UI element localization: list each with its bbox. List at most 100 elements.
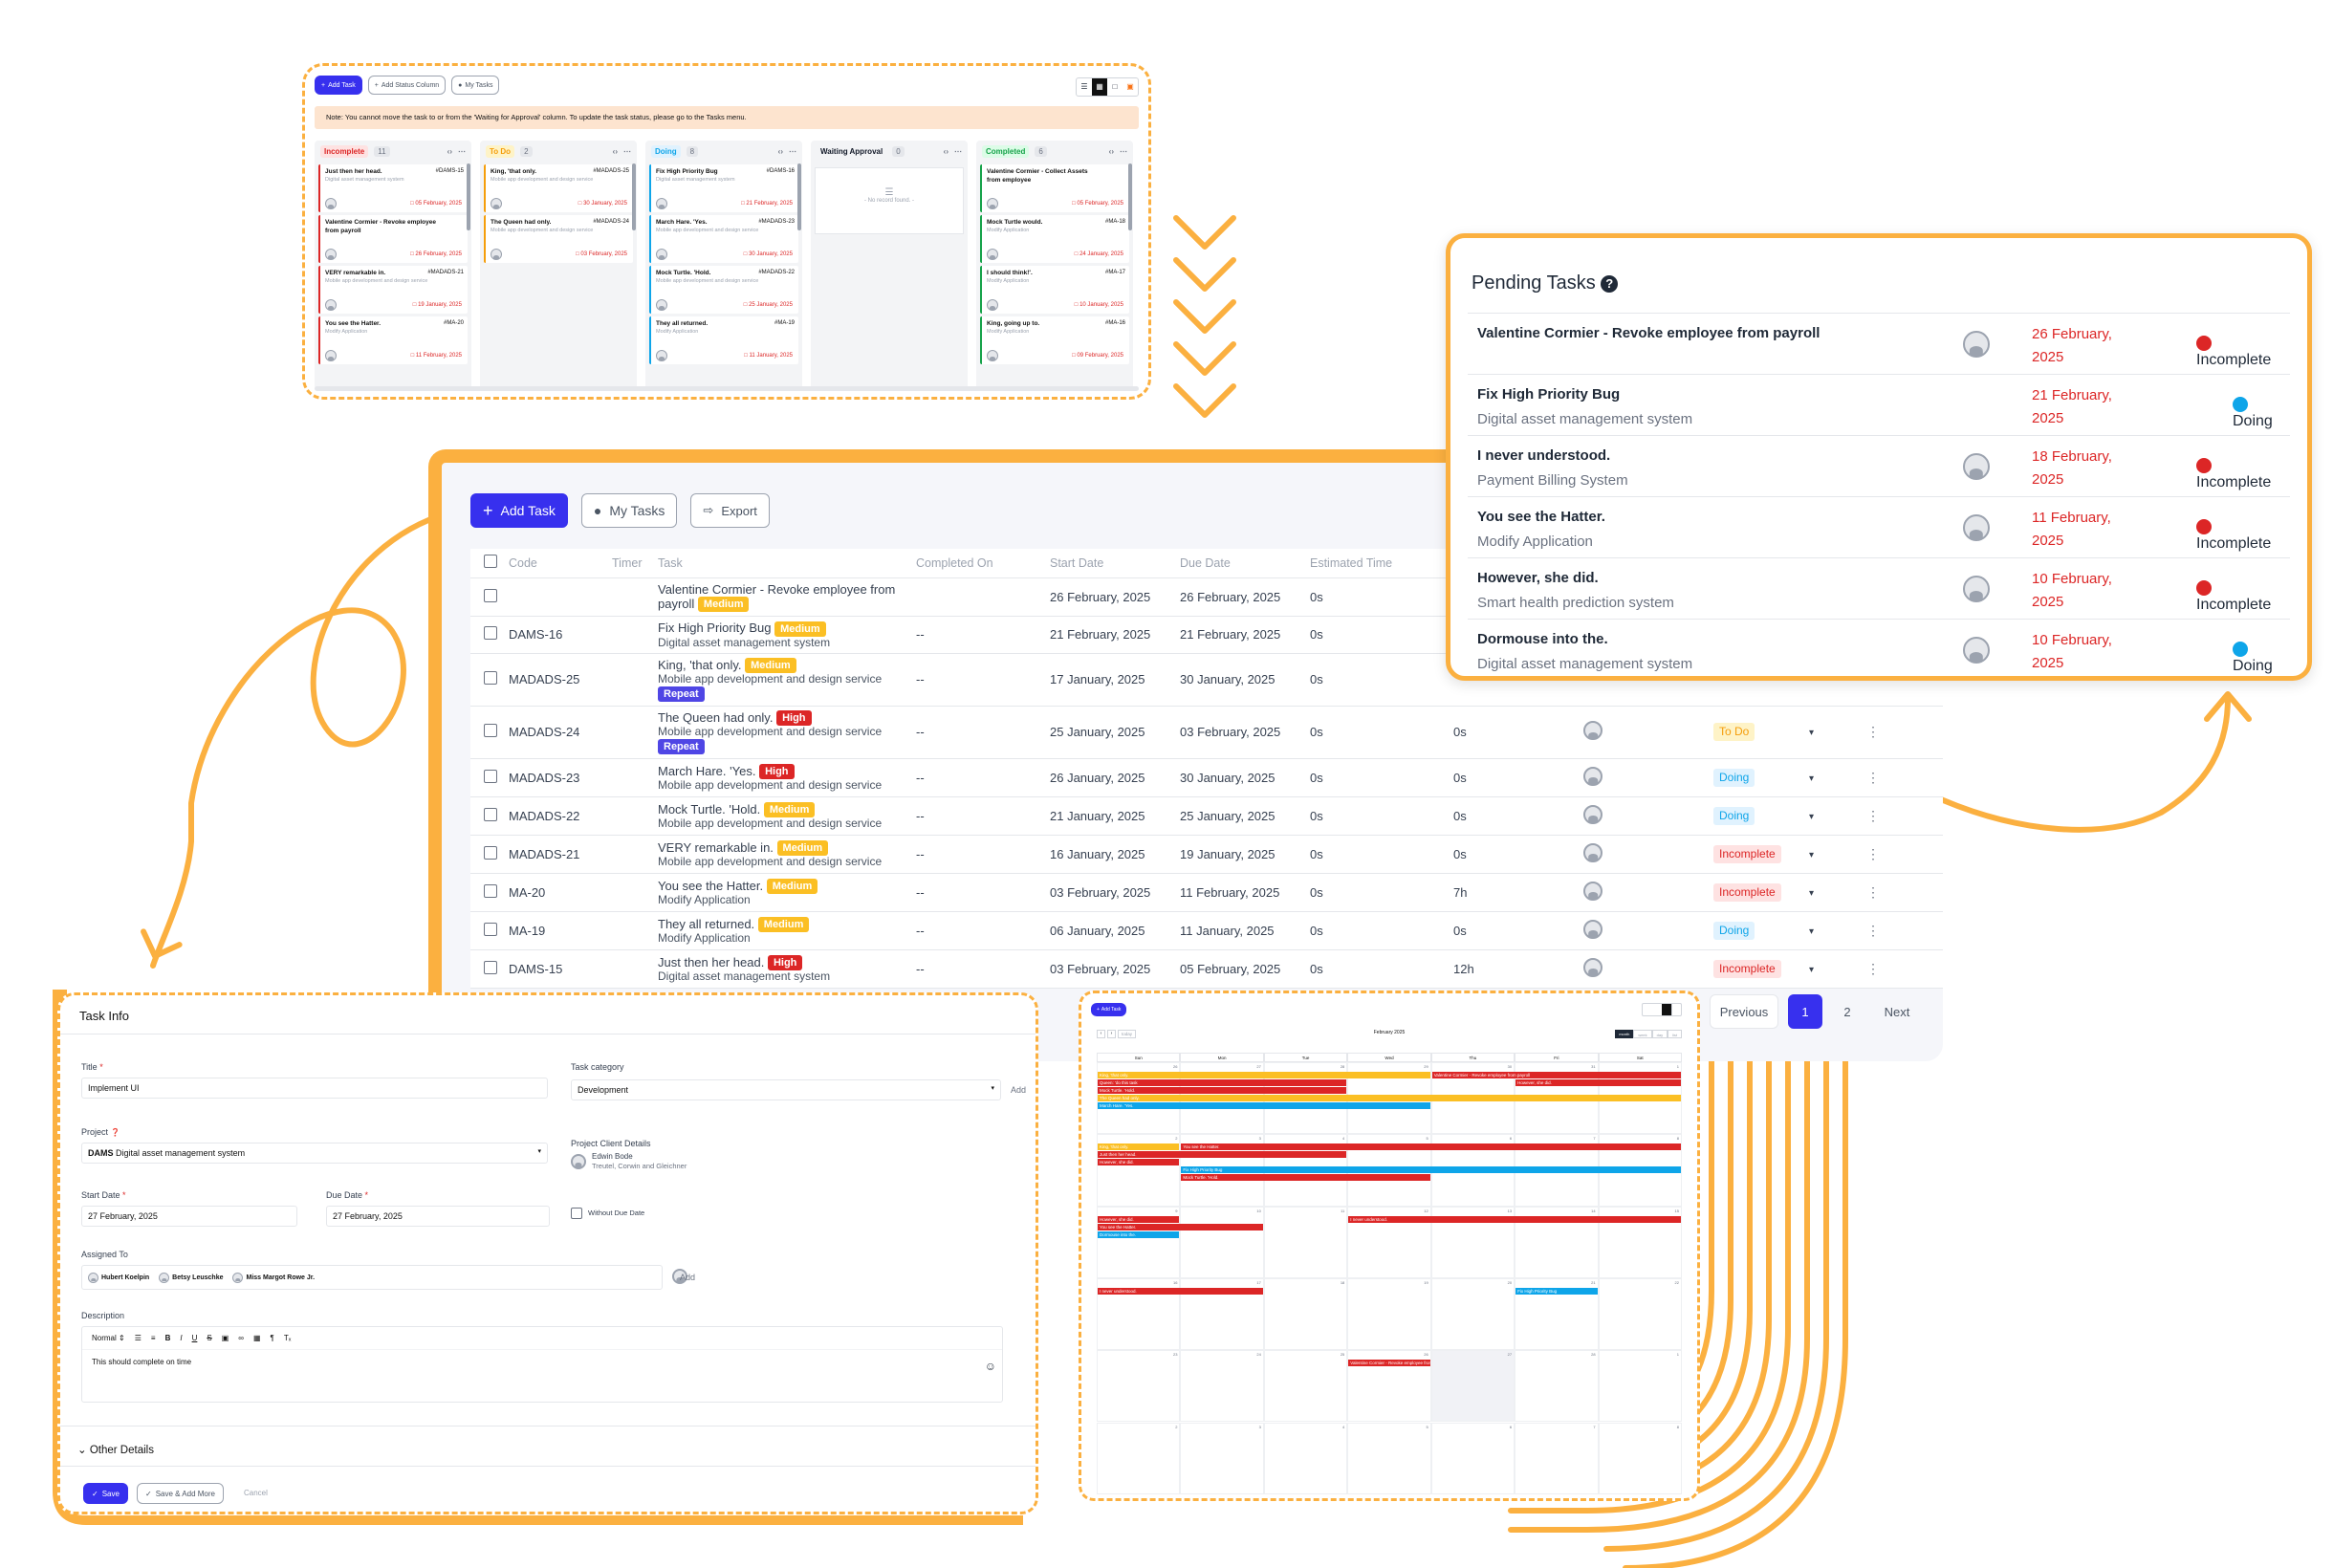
list-view-icon[interactable]	[1643, 1004, 1652, 1015]
row-actions-icon[interactable]: ⋮	[1866, 845, 1880, 861]
calendar-day-cell[interactable]: 19	[1347, 1277, 1431, 1351]
pagination-page-1[interactable]: 1	[1788, 994, 1822, 1029]
collapse-icon[interactable]: ‹›	[1108, 146, 1114, 156]
more-icon[interactable]: ⋯	[458, 146, 466, 156]
board-view-icon[interactable]	[1652, 1004, 1662, 1015]
calendar-event[interactable]: Valentine Cormier - Revoke employee from…	[1431, 1072, 1681, 1078]
assignee-chip[interactable]: Hubert Koelpin	[88, 1272, 149, 1283]
calendar-event[interactable]: March Hare. 'Yes.	[1098, 1102, 1430, 1109]
calendar-event[interactable]: However, she did.	[1098, 1215, 1180, 1223]
table-row[interactable]: MADADS-24 The Queen had only. High Mobil…	[470, 706, 1943, 759]
table-row[interactable]: MA-19 They all returned. Medium Modify A…	[470, 911, 1943, 950]
board-view-icon[interactable]: ▦	[1092, 78, 1107, 96]
day-view-button[interactable]: day	[1651, 1030, 1668, 1038]
list-view-icon[interactable]: ☰	[1080, 82, 1088, 91]
header-code[interactable]: Code	[505, 549, 612, 578]
calendar-day-cell[interactable]: 22	[1598, 1277, 1682, 1351]
help-icon[interactable]: ?	[1601, 274, 1619, 293]
row-actions-icon[interactable]: ⋮	[1866, 769, 1880, 785]
calendar-day-cell[interactable]: 7	[1515, 1422, 1599, 1494]
calendar-day-cell[interactable]: 1	[1598, 1350, 1682, 1423]
calendar-day-cell[interactable]: 2	[1097, 1422, 1181, 1494]
direction-icon[interactable]: ¶	[270, 1334, 274, 1342]
calendar-event[interactable]: Just then her head.	[1098, 1151, 1347, 1159]
calendar-day-cell[interactable]: 2	[1097, 1134, 1181, 1207]
status-dropdown-icon[interactable]: ▾	[1809, 887, 1815, 899]
more-icon[interactable]: ⋯	[1120, 146, 1127, 156]
row-actions-icon[interactable]: ⋮	[1866, 724, 1880, 740]
table-row[interactable]: MADADS-22 Mock Turtle. 'Hold. Medium Mob…	[470, 796, 1943, 836]
calendar-day-cell[interactable]: 5	[1347, 1422, 1431, 1494]
more-icon[interactable]: ⋯	[623, 146, 631, 156]
calendar-day-cell[interactable]: 14	[1515, 1206, 1599, 1278]
task-card[interactable]: I should think!'. #MA-17 Modify Applicat…	[980, 266, 1129, 314]
column-scrollbar[interactable]	[467, 163, 470, 230]
save-button[interactable]: ✓ Save	[83, 1483, 128, 1504]
calendar-event[interactable]: Fix High Priority Bug	[1181, 1166, 1681, 1174]
calendar-event[interactable]: Mock Turtle. 'Hold.	[1181, 1174, 1430, 1182]
status-dropdown-icon[interactable]: ▾	[1809, 926, 1815, 937]
row-checkbox[interactable]	[484, 807, 497, 821]
calendar-day-cell[interactable]: 25	[1263, 1350, 1348, 1423]
calendar-event[interactable]: Queen: 'do this task	[1098, 1079, 1347, 1086]
task-name[interactable]: You see the Hatter.	[658, 878, 764, 893]
pending-task-title[interactable]: You see the Hatter.	[1477, 509, 1605, 525]
task-card[interactable]: Valentine Cormier - Revoke employee from…	[318, 215, 468, 263]
image-icon[interactable]: ▣	[221, 1334, 229, 1342]
cancel-button[interactable]: Cancel	[244, 1489, 268, 1497]
assignee-chip[interactable]: Betsy Leuschke	[159, 1272, 223, 1283]
select-all-checkbox[interactable]	[484, 555, 497, 569]
pending-task-row[interactable]: You see the Hatter. Modify Application 1…	[1468, 496, 2290, 557]
row-checkbox[interactable]	[484, 671, 497, 686]
status-dropdown-icon[interactable]: ▾	[1809, 964, 1815, 975]
calendar-day-cell[interactable]: 18	[1263, 1277, 1348, 1351]
task-name[interactable]: Just then her head.	[658, 954, 765, 969]
calendar-event[interactable]: Valentine Cormier - Revoke employee from…	[1348, 1360, 1430, 1367]
task-name[interactable]: VERY remarkable in.	[658, 839, 774, 855]
row-actions-icon[interactable]: ⋮	[1866, 960, 1880, 976]
calendar-event[interactable]: However, she did.	[1515, 1079, 1681, 1086]
calendar-day-cell[interactable]: 3	[1180, 1422, 1264, 1494]
collapse-icon[interactable]: ‹›	[447, 146, 452, 156]
pending-task-title[interactable]: Fix High Priority Bug	[1477, 386, 1621, 403]
status-dropdown-icon[interactable]: ▾	[1809, 811, 1815, 822]
header-estimated-time[interactable]: Estimated Time	[1310, 549, 1453, 578]
table-row[interactable]: MADADS-21 VERY remarkable in. Medium Mob…	[470, 835, 1943, 874]
calendar-event[interactable]: Mock Turtle. 'Hold.	[1098, 1087, 1347, 1094]
pagination-page-2[interactable]: 2	[1843, 1004, 1851, 1019]
strike-icon[interactable]: S	[207, 1334, 212, 1342]
task-category-select[interactable]: Development ▾	[571, 1079, 1001, 1100]
row-checkbox[interactable]	[484, 922, 497, 936]
calendar-day-cell[interactable]: 4	[1263, 1422, 1348, 1494]
pagination-previous[interactable]: Previous	[1710, 994, 1778, 1029]
pending-task-title[interactable]: Dormouse into the.	[1477, 631, 1608, 647]
pending-task-title[interactable]: I never understood.	[1477, 447, 1611, 464]
calendar-day-cell[interactable]: 17	[1180, 1277, 1264, 1351]
emoji-icon[interactable]: ☺	[984, 1360, 996, 1373]
description-editor[interactable]: Normal ⇕ ☰ ≡ B I U S ▣ ∞ ▦ ¶ Tₓ This sho…	[81, 1326, 1003, 1403]
add-status-column-button[interactable]: + Add Status Column	[367, 76, 447, 95]
calendar-event[interactable]: King, 'that only.	[1098, 1143, 1180, 1151]
pending-task-row[interactable]: I never understood. Payment Billing Syst…	[1468, 435, 2290, 496]
header-due-date[interactable]: Due Date	[1180, 549, 1310, 578]
task-card[interactable]: You see the Hatter. #MA-20 Modify Applic…	[318, 316, 468, 364]
ordered-list-icon[interactable]: ☰	[134, 1334, 142, 1342]
italic-icon[interactable]: I	[180, 1334, 183, 1342]
pending-task-row[interactable]: Dormouse into the. Digital asset managem…	[1468, 619, 2290, 680]
calendar-day-cell[interactable]: 23	[1097, 1350, 1181, 1423]
task-name[interactable]: Fix High Priority Bug	[658, 621, 772, 636]
row-checkbox[interactable]	[484, 883, 497, 898]
calendar-event[interactable]: The Queen had only.	[1098, 1095, 1681, 1101]
bullet-list-icon[interactable]: ≡	[150, 1334, 156, 1342]
calendar-day-cell[interactable]: 27	[1430, 1350, 1515, 1423]
calendar-event[interactable]: I never understood.	[1348, 1215, 1681, 1223]
status-dropdown-icon[interactable]: ▾	[1809, 773, 1815, 784]
task-card[interactable]: Valentine Cormier - Collect Assets from …	[980, 164, 1129, 212]
calendar-event[interactable]: Dormouse into the.	[1098, 1230, 1180, 1238]
without-due-date-checkbox[interactable]	[571, 1208, 582, 1219]
calendar-day-cell[interactable]: 21	[1515, 1277, 1599, 1351]
calendar-event[interactable]: I never understood.	[1098, 1287, 1263, 1295]
collapse-icon[interactable]: ‹›	[777, 146, 783, 156]
task-card[interactable]: The Queen had only. #MADADS-24 Mobile ap…	[484, 215, 633, 263]
table-row[interactable]: MADADS-23 March Hare. 'Yes. High Mobile …	[470, 758, 1943, 797]
